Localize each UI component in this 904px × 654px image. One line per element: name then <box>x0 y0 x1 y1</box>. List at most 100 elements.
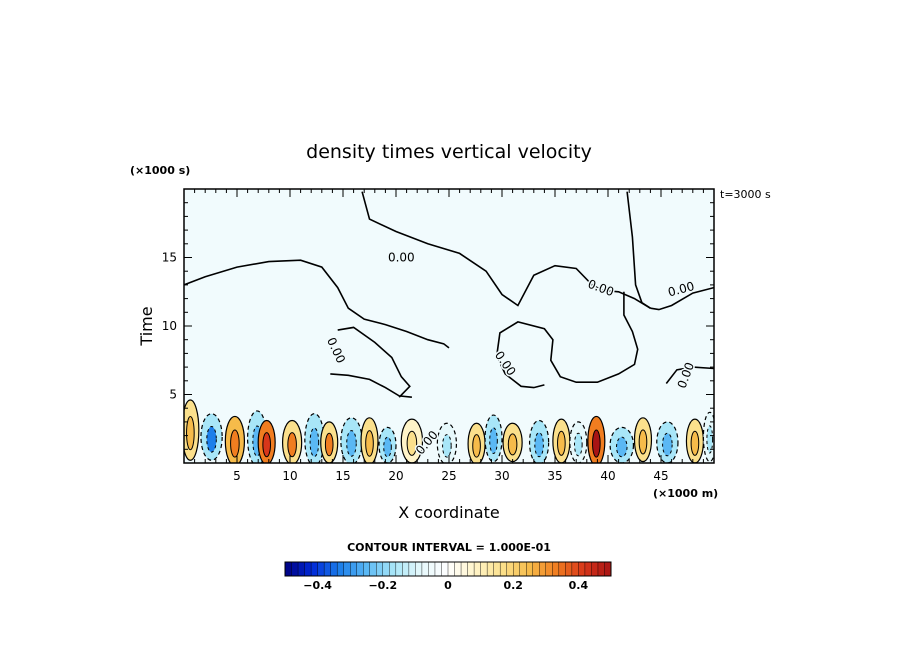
x-tick-label-10: 10 <box>282 469 297 483</box>
zero-contour-line-5 <box>330 373 412 398</box>
colorbar-swatch <box>578 561 586 577</box>
colorbar-swatch <box>545 561 553 577</box>
colorbar-swatch <box>389 561 397 577</box>
colorbar-swatch <box>284 561 293 577</box>
zero-contour-line-7 <box>495 355 545 389</box>
contour-interval-text: CONTOUR INTERVAL = 1.000E-01 <box>347 541 551 554</box>
cell-core-20 <box>616 436 628 458</box>
y-tick-label-10: 10 <box>162 319 177 333</box>
cell-core-17 <box>557 430 566 456</box>
zero-contour-line-8 <box>665 366 714 384</box>
cell-core-13 <box>472 434 481 458</box>
colorbar-swatch <box>304 561 312 577</box>
x-tick-label-5: 5 <box>233 469 241 483</box>
colorbar-swatch <box>317 561 325 577</box>
colorbar-swatch <box>513 561 521 577</box>
cell-core-8 <box>346 430 357 457</box>
colorbar-swatch <box>330 561 338 577</box>
colorbar-swatch <box>480 561 488 577</box>
zero-contour-line-4 <box>337 326 411 398</box>
cell-core-4 <box>262 432 271 458</box>
cell-core-7 <box>324 432 334 457</box>
cell-core-15 <box>507 433 518 456</box>
colorbar-swatch <box>506 561 514 577</box>
colorbar-swatch <box>408 561 416 577</box>
x-tick-label-45: 45 <box>653 469 668 483</box>
colorbar-swatch <box>415 561 423 577</box>
colorbar-tick-label-3: 0.2 <box>503 579 523 592</box>
colorbar-swatch <box>591 561 599 577</box>
colorbar-swatch <box>343 561 351 577</box>
colorbar-swatch <box>402 561 410 577</box>
cell-core-5 <box>287 432 297 458</box>
time-stamp-label: t=3000 s <box>720 188 771 201</box>
colorbar-swatch <box>363 561 371 577</box>
cell-core-14 <box>489 427 498 454</box>
zero-contour-line-1 <box>361 191 651 309</box>
x-tick-label-35: 35 <box>547 469 562 483</box>
colorbar-swatch <box>369 561 377 577</box>
colorbar-swatch <box>356 561 364 577</box>
colorbar-swatch <box>519 561 527 577</box>
colorbar-swatch <box>376 561 384 577</box>
colorbar-tick-label-4: 0.4 <box>569 579 589 592</box>
colorbar: −0.4 −0.2 0 0.2 0.4 <box>284 561 612 592</box>
colorbar-swatch <box>428 561 436 577</box>
x-tick-label-20: 20 <box>388 469 403 483</box>
cell-core-2 <box>230 429 240 458</box>
cell-core-10 <box>383 436 392 458</box>
cell-core-1 <box>206 425 217 453</box>
x-unit-label: (×1000 m) <box>653 487 718 500</box>
colorbar-swatch <box>526 561 534 577</box>
cell-core-23 <box>690 430 700 456</box>
colorbar-swatch <box>467 561 475 577</box>
cell-core-19 <box>592 429 601 458</box>
colorbar-swatch <box>552 561 560 577</box>
y-tick-label-15: 15 <box>162 251 177 265</box>
axis-ticks: 5 10 15 20 25 30 35 40 45 5 10 15 <box>162 189 714 483</box>
colorbar-swatch <box>447 561 456 577</box>
colorbar-swatch <box>421 561 429 577</box>
y-unit-label: (×1000 s) <box>130 164 190 177</box>
shaded-field <box>184 399 714 463</box>
colorbar-swatch <box>441 561 449 577</box>
plot-area: 0.000.00 0.000.00 0.000.000.00 5 10 15 20 25 30… <box>162 188 715 483</box>
colorbar-swatch <box>486 561 495 577</box>
y-axis-label: Time <box>137 306 156 346</box>
colorbar-swatch <box>395 561 403 577</box>
colorbar-swatch <box>310 561 319 577</box>
cell-core-16 <box>534 432 544 458</box>
colorbar-swatch <box>539 561 547 577</box>
zero-contour-line-0 <box>184 259 450 349</box>
colorbar-swatch <box>499 561 508 577</box>
colorbar-swatch <box>532 561 540 577</box>
x-tick-label-25: 25 <box>441 469 456 483</box>
colorbar-swatch <box>460 561 469 577</box>
cell-core-18 <box>574 432 583 457</box>
contour-label-0: 0.00 <box>388 251 415 265</box>
colorbar-swatch <box>473 561 482 577</box>
x-tick-label-30: 30 <box>494 469 509 483</box>
zero-contour-line-2 <box>650 286 714 311</box>
colorbar-swatch <box>382 561 390 577</box>
zero-contour-line-6 <box>495 291 639 383</box>
colorbar-swatch <box>493 561 501 577</box>
colorbar-swatch <box>565 561 573 577</box>
cell-core-24 <box>706 425 714 454</box>
colorbar-swatch <box>336 561 345 577</box>
colorbar-swatch <box>558 561 566 577</box>
zero-contour-line-3 <box>626 191 651 309</box>
colorbar-swatch <box>571 561 579 577</box>
colorbar-swatch <box>597 561 605 577</box>
x-tick-label-40: 40 <box>600 469 615 483</box>
chart-title: density times vertical velocity <box>306 141 592 163</box>
colorbar-swatch <box>454 561 462 577</box>
cell-core-11 <box>406 430 418 456</box>
plot-background <box>184 189 714 463</box>
colorbar-swatch <box>323 561 332 577</box>
colorbar-swatch <box>434 561 442 577</box>
cell-core-21 <box>638 429 648 455</box>
cell-core-9 <box>365 430 374 457</box>
cell-core-6 <box>309 427 320 458</box>
